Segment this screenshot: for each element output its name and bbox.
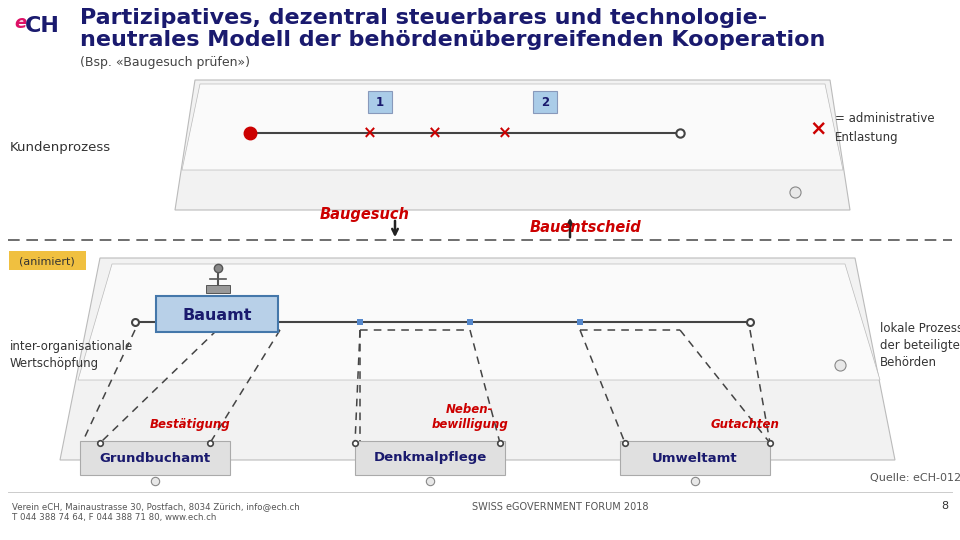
Text: Denkmalpflege: Denkmalpflege	[373, 451, 487, 464]
Text: Grundbuchamt: Grundbuchamt	[100, 451, 210, 464]
FancyBboxPatch shape	[355, 441, 505, 475]
Polygon shape	[60, 258, 895, 460]
Text: T 044 388 74 64, F 044 388 71 80, www.ech.ch: T 044 388 74 64, F 044 388 71 80, www.ec…	[12, 513, 216, 522]
Text: lokale Prozesse
der beteiligten
Behörden: lokale Prozesse der beteiligten Behörden	[880, 321, 960, 368]
Text: = administrative
Entlastung: = administrative Entlastung	[835, 112, 935, 144]
Text: Baugesuch: Baugesuch	[320, 206, 410, 221]
FancyBboxPatch shape	[156, 296, 278, 332]
Text: Bauentscheid: Bauentscheid	[530, 220, 641, 235]
Text: CH: CH	[25, 16, 60, 36]
Polygon shape	[175, 80, 850, 210]
Text: Neben-
bewilligung: Neben- bewilligung	[432, 403, 509, 431]
Text: ×: ×	[428, 124, 442, 142]
Text: 1: 1	[376, 96, 384, 109]
Text: ×: ×	[809, 118, 827, 138]
Text: 2: 2	[540, 96, 549, 109]
FancyBboxPatch shape	[533, 91, 557, 113]
FancyBboxPatch shape	[206, 285, 230, 293]
FancyBboxPatch shape	[368, 91, 392, 113]
Text: ×: ×	[363, 124, 377, 142]
Text: Partizipatives, dezentral steuerbares und technologie-: Partizipatives, dezentral steuerbares un…	[80, 8, 767, 28]
Text: inter-organisationale
Wertschöpfung: inter-organisationale Wertschöpfung	[10, 340, 133, 370]
Text: (Bsp. «Baugesuch prüfen»): (Bsp. «Baugesuch prüfen»)	[80, 56, 250, 69]
Text: (animiert): (animiert)	[19, 256, 75, 266]
Text: 8: 8	[941, 501, 948, 511]
Text: ×: ×	[498, 124, 512, 142]
Text: Quelle: eCH-0126: Quelle: eCH-0126	[870, 473, 960, 483]
Text: e: e	[14, 14, 26, 32]
Text: Kundenprozess: Kundenprozess	[10, 140, 111, 153]
Text: SWISS eGOVERNMENT FORUM 2018: SWISS eGOVERNMENT FORUM 2018	[471, 502, 648, 512]
Text: Bauamt: Bauamt	[182, 307, 252, 322]
Polygon shape	[78, 264, 880, 380]
Text: Gutachten: Gutachten	[710, 418, 780, 431]
FancyBboxPatch shape	[80, 441, 230, 475]
Text: Bestätigung: Bestätigung	[150, 418, 230, 431]
FancyBboxPatch shape	[9, 251, 86, 270]
Text: Verein eCH, Mainaustrasse 30, Postfach, 8034 Zürich, info@ech.ch: Verein eCH, Mainaustrasse 30, Postfach, …	[12, 502, 300, 511]
Text: neutrales Modell der behördenübergreifenden Kooperation: neutrales Modell der behördenübergreifen…	[80, 30, 826, 50]
Text: Umweltamt: Umweltamt	[652, 451, 738, 464]
Polygon shape	[182, 84, 843, 170]
FancyBboxPatch shape	[620, 441, 770, 475]
